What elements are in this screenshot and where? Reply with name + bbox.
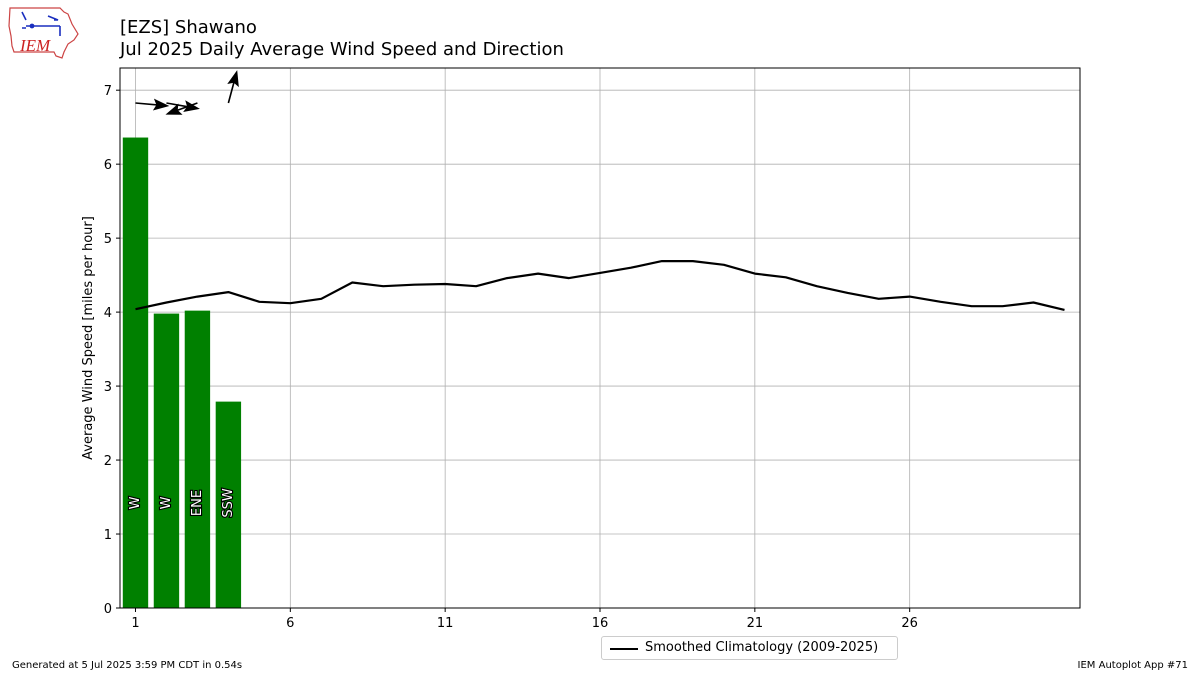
y-tick-label: 3 xyxy=(104,380,112,395)
legend-swatch-climatology xyxy=(610,648,638,650)
wind-arrow-day-1 xyxy=(135,98,170,111)
bar-day-4 xyxy=(215,401,242,608)
chart-title: [EZS] Shawano xyxy=(120,17,257,38)
footer-app: IEM Autoplot App #71 xyxy=(1077,660,1188,671)
wind-arrow-shaft xyxy=(227,81,235,104)
y-tick-label: 6 xyxy=(104,158,112,173)
wind-arrow-head xyxy=(165,103,183,115)
x-tick-label: 16 xyxy=(592,616,609,631)
iem-logo: IEM xyxy=(8,7,79,59)
wind-arrow-shaft xyxy=(176,102,198,112)
x-tick-label: 11 xyxy=(437,616,454,631)
y-tick-label: 5 xyxy=(104,232,112,247)
y-tick-label: 2 xyxy=(104,454,112,469)
climatology-line xyxy=(135,260,1065,311)
wind-arrow-head xyxy=(183,100,200,113)
logo-text: IEM xyxy=(19,36,51,55)
wind-arrow-day-4 xyxy=(227,70,239,104)
direction-label-day-1: W xyxy=(128,496,143,509)
direction-label-day-3: ENE xyxy=(190,490,205,516)
x-tick-label: 1 xyxy=(131,616,139,631)
chart-subtitle: Jul 2025 Daily Average Wind Speed and Di… xyxy=(120,39,564,60)
footer-generated: Generated at 5 Jul 2025 3:59 PM CDT in 0… xyxy=(12,660,243,671)
y-axis-label: Average Wind Speed [miles per hour] xyxy=(81,216,96,460)
wind-arrow-day-3 xyxy=(165,102,198,115)
y-tick-label: 7 xyxy=(104,84,112,99)
legend-label-climatology: Smoothed Climatology (2009-2025) xyxy=(645,640,879,655)
y-tick-label: 1 xyxy=(104,528,112,543)
legend: Smoothed Climatology (2009-2025) xyxy=(601,636,898,660)
y-tick-label: 0 xyxy=(104,602,112,617)
x-tick-label: 21 xyxy=(747,616,764,631)
y-tick-label: 4 xyxy=(104,306,112,321)
x-tick-label: 6 xyxy=(286,616,294,631)
wind-arrow-head xyxy=(152,98,170,111)
wind-arrow-head xyxy=(227,70,239,88)
x-tick-label: 26 xyxy=(901,616,918,631)
bar-day-2 xyxy=(153,313,180,608)
bar-day-3 xyxy=(184,310,211,608)
direction-label-day-2: W xyxy=(159,496,174,509)
bar-day-1 xyxy=(122,137,149,608)
wind-arrow-shaft xyxy=(135,102,158,106)
direction-label-day-4: SSW xyxy=(221,488,236,518)
